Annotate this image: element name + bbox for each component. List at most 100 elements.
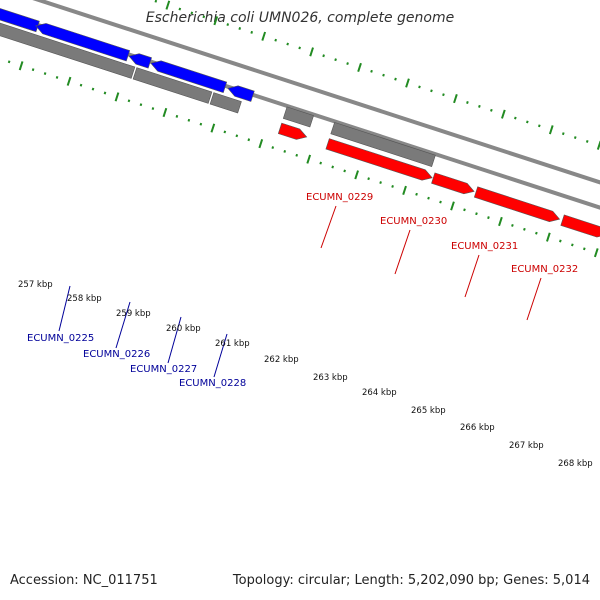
forward-gene-shadow bbox=[282, 106, 314, 128]
inner-tick bbox=[475, 212, 478, 216]
forward-gene-arrow bbox=[431, 172, 475, 195]
kbp-label: 268 kbp bbox=[558, 459, 593, 469]
kbp-label: 265 kbp bbox=[411, 406, 446, 416]
inner-tick bbox=[498, 216, 503, 227]
inner-tick bbox=[283, 149, 287, 153]
backbone-outer-line bbox=[32, 0, 600, 185]
forward-gene-leader bbox=[394, 229, 411, 275]
outer-tick bbox=[309, 47, 314, 57]
outer-tick bbox=[537, 124, 541, 128]
inner-tick bbox=[331, 165, 334, 169]
forward-gene-arrow bbox=[277, 122, 308, 140]
forward-gene-arrow bbox=[560, 214, 600, 238]
outer-tick bbox=[501, 109, 506, 119]
outer-tick bbox=[274, 38, 278, 42]
inner-tick bbox=[367, 177, 370, 181]
inner-tick bbox=[162, 107, 168, 118]
outer-tick bbox=[382, 73, 385, 77]
reverse-gene-shadow bbox=[132, 67, 213, 104]
outer-tick bbox=[226, 23, 230, 27]
backbone-tracks bbox=[0, 0, 600, 210]
outer-tick bbox=[573, 136, 577, 139]
inner-tick bbox=[151, 107, 155, 111]
outer-tick bbox=[405, 78, 410, 88]
inner-tick bbox=[582, 247, 586, 251]
reverse-gene-label: ECUMN_0226 bbox=[83, 349, 150, 360]
inner-tick bbox=[463, 208, 466, 212]
outer-tick bbox=[322, 54, 325, 58]
inner-tick bbox=[18, 61, 24, 71]
inner-tick bbox=[55, 75, 59, 79]
outer-tick bbox=[526, 120, 529, 124]
inner-tick bbox=[511, 223, 514, 227]
outer-tick bbox=[202, 15, 206, 19]
inner-tick bbox=[402, 185, 407, 195]
outer-tick bbox=[165, 0, 171, 10]
forward-gene-leader bbox=[320, 205, 337, 249]
inner-tick bbox=[354, 170, 359, 180]
outer-tick bbox=[585, 139, 589, 143]
reverse-gene-leader bbox=[58, 285, 71, 332]
outer-tick bbox=[430, 89, 433, 93]
inner-tick bbox=[235, 134, 239, 138]
outer-tick bbox=[250, 30, 254, 34]
inner-tick bbox=[450, 201, 455, 211]
outer-tick bbox=[596, 140, 600, 150]
kbp-label: 257 kbp bbox=[18, 280, 53, 290]
outer-tick bbox=[490, 108, 493, 112]
inner-tick bbox=[415, 192, 418, 196]
outer-tick bbox=[370, 69, 373, 73]
forward-gene-label: ECUMN_0232 bbox=[511, 264, 578, 275]
inner-tick bbox=[295, 153, 299, 157]
reverse-gene-shadow bbox=[209, 92, 242, 114]
genome-summary-text: Topology: circular; Length: 5,202,090 bp… bbox=[232, 573, 590, 588]
inner-tick bbox=[546, 232, 551, 242]
kbp-label: 259 kbp bbox=[116, 309, 151, 319]
outer-tick bbox=[238, 27, 242, 30]
outer-tick bbox=[394, 77, 397, 81]
forward-gene-label: ECUMN_0229 bbox=[306, 192, 373, 203]
reverse-gene-shadow bbox=[0, 22, 136, 79]
inner-tick bbox=[175, 114, 179, 118]
outer-tick bbox=[213, 16, 219, 26]
inner-tick bbox=[103, 91, 107, 95]
inner-tick bbox=[187, 118, 191, 122]
inner-tick bbox=[223, 130, 227, 134]
outer-tick bbox=[346, 62, 349, 65]
inner-tick bbox=[343, 169, 346, 173]
inner-tick bbox=[319, 161, 323, 165]
reverse-gene-arrow bbox=[150, 60, 228, 93]
inner-tick bbox=[66, 76, 72, 86]
kbp-label: 261 kbp bbox=[215, 339, 250, 349]
kbp-label: 263 kbp bbox=[313, 373, 348, 383]
outer-tick bbox=[334, 58, 337, 62]
inner-tick bbox=[391, 185, 394, 188]
reverse-gene-leader bbox=[115, 301, 131, 349]
forward-gene-arrow bbox=[325, 138, 433, 181]
reverse-gene-arrow bbox=[227, 85, 255, 102]
kbp-label: 262 kbp bbox=[264, 355, 299, 365]
inner-tick bbox=[379, 181, 382, 185]
map-title: Escherichia coli UMN026, complete genome bbox=[145, 10, 455, 26]
forward-gene-label: ECUMN_0230 bbox=[380, 216, 447, 227]
tick-marks bbox=[7, 0, 600, 258]
kbp-label: 258 kbp bbox=[67, 294, 102, 304]
reverse-gene-label: ECUMN_0227 bbox=[130, 364, 197, 375]
forward-gene-arrow bbox=[473, 186, 561, 223]
inner-tick bbox=[31, 68, 35, 72]
inner-tick bbox=[593, 248, 599, 258]
inner-tick bbox=[258, 139, 264, 149]
forward-gene-leader bbox=[464, 254, 480, 298]
outer-tick bbox=[298, 46, 301, 50]
inner-tick bbox=[199, 122, 203, 126]
kbp-label: 266 kbp bbox=[460, 423, 495, 433]
inner-tick bbox=[7, 60, 11, 64]
outer-tick bbox=[261, 31, 267, 41]
inner-tick bbox=[271, 146, 275, 149]
reverse-gene-label: ECUMN_0228 bbox=[179, 378, 246, 389]
outer-tick bbox=[418, 85, 421, 89]
inner-tick bbox=[79, 83, 83, 87]
inner-tick bbox=[210, 123, 216, 133]
